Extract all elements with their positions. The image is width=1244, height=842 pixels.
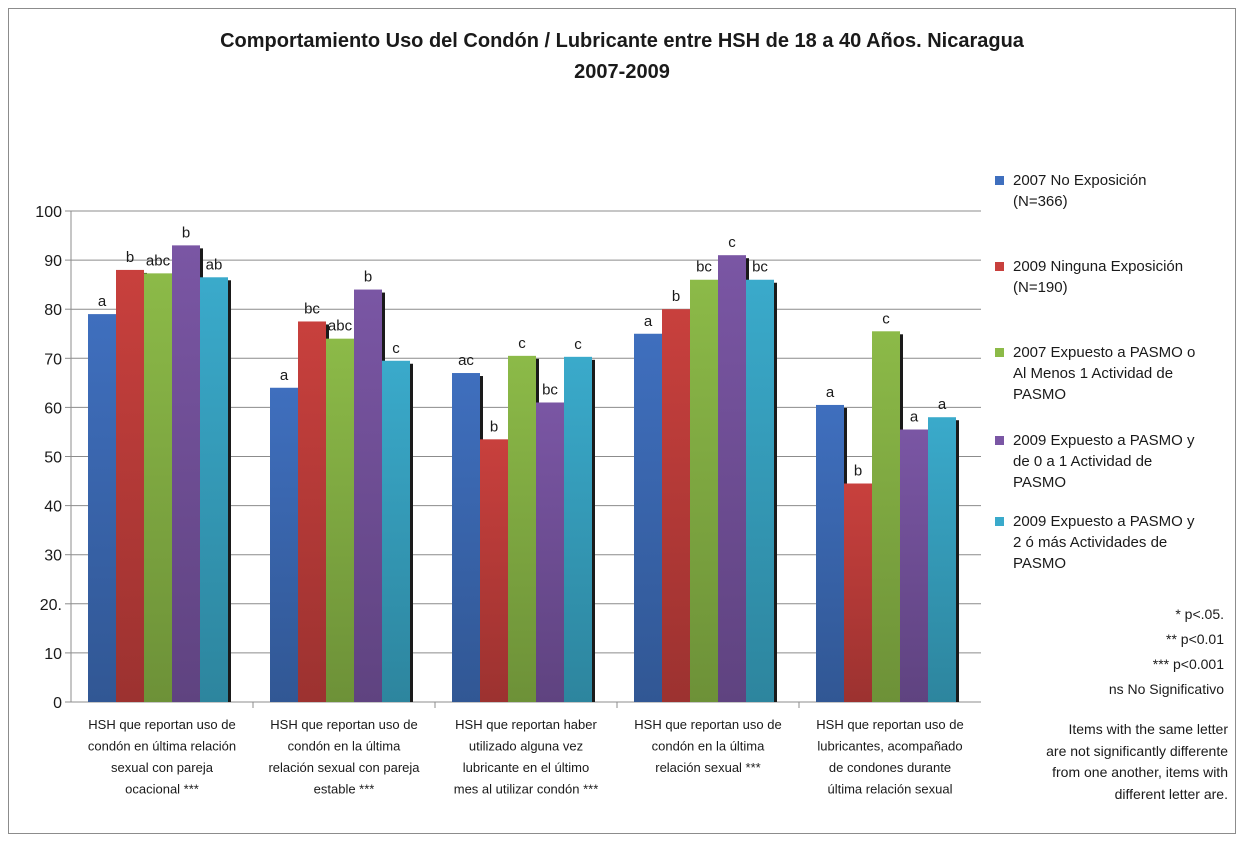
legend-label: 2007 Expuesto a PASMO o Al Menos 1 Activ… [1013, 344, 1196, 403]
bar [900, 429, 928, 702]
bar-letter-label: a [280, 367, 289, 384]
bar-letter-label: ac [458, 352, 474, 369]
bar-letter-label: a [826, 384, 835, 401]
category-label: HSH que reportan uso de lubricantes, acom… [816, 717, 963, 797]
bar [816, 404, 844, 702]
chart-title: Comportamiento Uso del Condón / Lubrican… [220, 30, 1024, 83]
y-tick-label: 60 [44, 400, 62, 417]
bar [298, 321, 326, 702]
bar-letter-label: bc [542, 381, 558, 398]
y-tick-label: 50 [44, 450, 62, 467]
bar-letter-label: bc [752, 259, 768, 276]
bar [536, 402, 564, 702]
bar [872, 331, 900, 702]
legend-swatch [995, 262, 1004, 271]
category-label: HSH que reportan uso de condón en última … [88, 717, 236, 797]
bar-letter-label: b [490, 418, 498, 435]
bar-letter-label: c [574, 336, 582, 353]
legend-swatch [995, 176, 1004, 185]
bar [452, 373, 480, 702]
legend-label: 2009 Ninguna Exposición (N=190) [1013, 258, 1184, 296]
bar [270, 387, 298, 702]
y-tick-label: 30 [44, 548, 62, 565]
bar [844, 483, 872, 702]
bar [508, 355, 536, 702]
bar [746, 279, 774, 702]
legend-label: 2009 Expuesto a PASMO y 2 ó más Activida… [1013, 513, 1195, 572]
bar [354, 289, 382, 702]
legend-label: 2007 No Exposición (N=366) [1013, 172, 1147, 210]
legend-swatch [995, 436, 1004, 445]
note-p01: ** p<0.01 [1166, 631, 1224, 647]
y-tick-label: 10 [44, 646, 62, 663]
bar-letter-label: a [938, 396, 947, 413]
bar-letter-label: b [126, 249, 134, 266]
note-p001: *** p<0.001 [1152, 656, 1224, 672]
bar [326, 338, 354, 702]
bar-letter-label: c [728, 234, 736, 251]
y-tick-label: 80 [44, 302, 62, 319]
legend-swatch [995, 517, 1004, 526]
bar [200, 277, 228, 702]
bar [88, 314, 116, 702]
bar [718, 255, 746, 702]
y-tick-label: 100 [35, 204, 62, 221]
bar [662, 309, 690, 702]
bar-letter-label: a [644, 313, 653, 330]
y-tick-label: 20. [40, 597, 62, 614]
bar-letter-label: c [882, 310, 890, 327]
bar-letter-label: abc [328, 318, 353, 335]
category-label: HSH que reportan uso de condón en la últi… [268, 717, 420, 797]
bar [690, 279, 718, 702]
bar-letter-label: a [98, 293, 107, 310]
category-label: HSH que reportan haber utilizado alguna v… [454, 717, 599, 797]
bar-letter-label: bc [304, 300, 320, 317]
note-ns: ns No Significativo [1108, 681, 1224, 697]
bar-letter-label: b [672, 288, 680, 305]
bar-letter-label: b [854, 463, 862, 480]
note-p05: * p<.05. [1175, 606, 1224, 622]
bar-letter-label: b [364, 269, 372, 286]
legend-label: 2009 Expuesto a PASMO y de 0 a 1 Activid… [1013, 432, 1195, 491]
bar-letter-label: c [392, 340, 400, 357]
category-label: HSH que reportan uso de condón en la últi… [634, 717, 781, 775]
y-tick-label: 40 [44, 499, 62, 516]
bar-letter-label: ab [206, 256, 223, 273]
bar-letter-label: abc [146, 252, 171, 269]
bar [634, 333, 662, 702]
bar [928, 417, 956, 702]
bar [382, 360, 410, 702]
significance-notes: * p<.05. ** p<0.01 *** p<0.001 ns No Sig… [984, 602, 1224, 702]
bar-letter-label: c [518, 335, 526, 352]
bar-letter-label: a [910, 408, 919, 425]
bar-letter-label: b [182, 224, 190, 241]
y-tick-label: 90 [44, 253, 62, 270]
bar [144, 273, 172, 702]
bar [564, 356, 592, 702]
bar [116, 269, 144, 702]
legend-swatch [995, 348, 1004, 357]
y-tick-label: 0 [53, 695, 62, 712]
letters-note: Items with the same letter are not signi… [1046, 721, 1228, 802]
bar [480, 439, 508, 702]
y-tick-label: 70 [44, 351, 62, 368]
bar [172, 245, 200, 702]
bar-letter-label: bc [696, 259, 712, 276]
